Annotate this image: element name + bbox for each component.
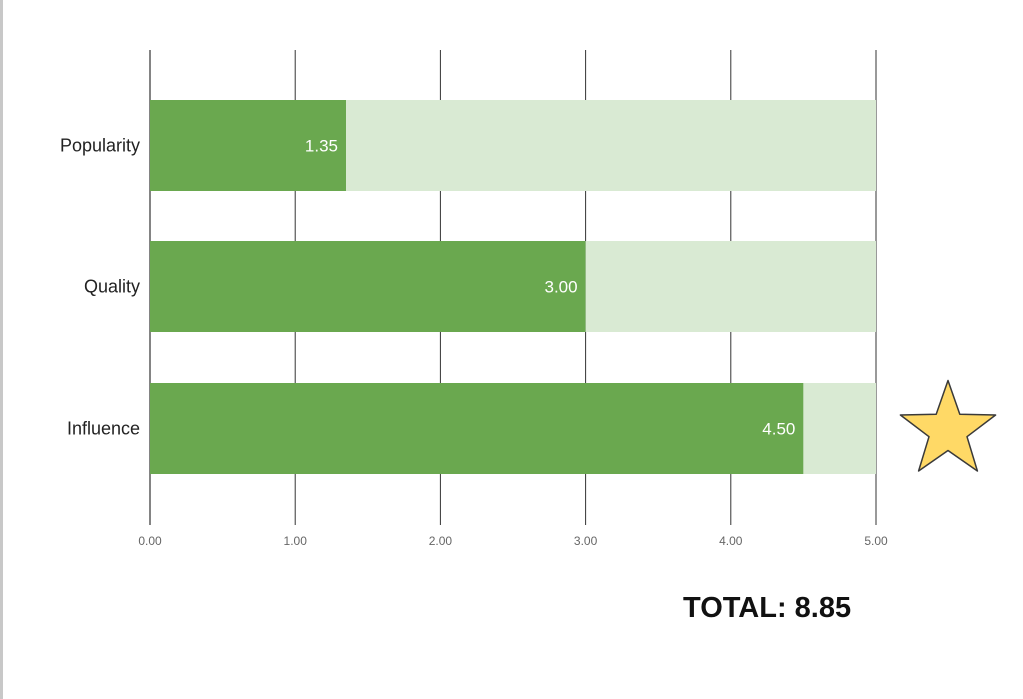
bar-data-label: 1.35 — [305, 137, 338, 156]
x-tick-label: 5.00 — [864, 534, 888, 548]
total-label: TOTAL: 8.85 — [683, 592, 852, 624]
bars — [150, 100, 876, 474]
star-annotation — [899, 379, 997, 472]
bar-remainder — [585, 241, 876, 332]
x-tick-label: 3.00 — [574, 534, 598, 548]
bar-data-label: 3.00 — [545, 278, 578, 297]
bar-chart: 0.00 1.00 2.00 3.00 4.00 5.00 1.35 Popularity 3.… — [60, 50, 997, 549]
labels: 0.00 1.00 2.00 3.00 4.00 5.00 1.35 Popularity 3.… — [60, 136, 888, 549]
bar-data-label: 4.50 — [762, 420, 795, 439]
x-tick-label: 2.00 — [429, 534, 453, 548]
bar-value — [150, 241, 586, 332]
bar-value — [150, 383, 804, 474]
x-tick-label: 0.00 — [138, 534, 162, 548]
x-tick-label: 1.00 — [284, 534, 308, 548]
category-label: Influence — [67, 419, 140, 439]
star-icon — [899, 379, 997, 472]
category-label: Popularity — [60, 136, 140, 156]
bar-remainder — [346, 100, 876, 191]
bar-value — [150, 100, 347, 191]
x-tick-label: 4.00 — [719, 534, 743, 548]
category-label: Quality — [84, 277, 140, 297]
bar-remainder — [803, 383, 876, 474]
